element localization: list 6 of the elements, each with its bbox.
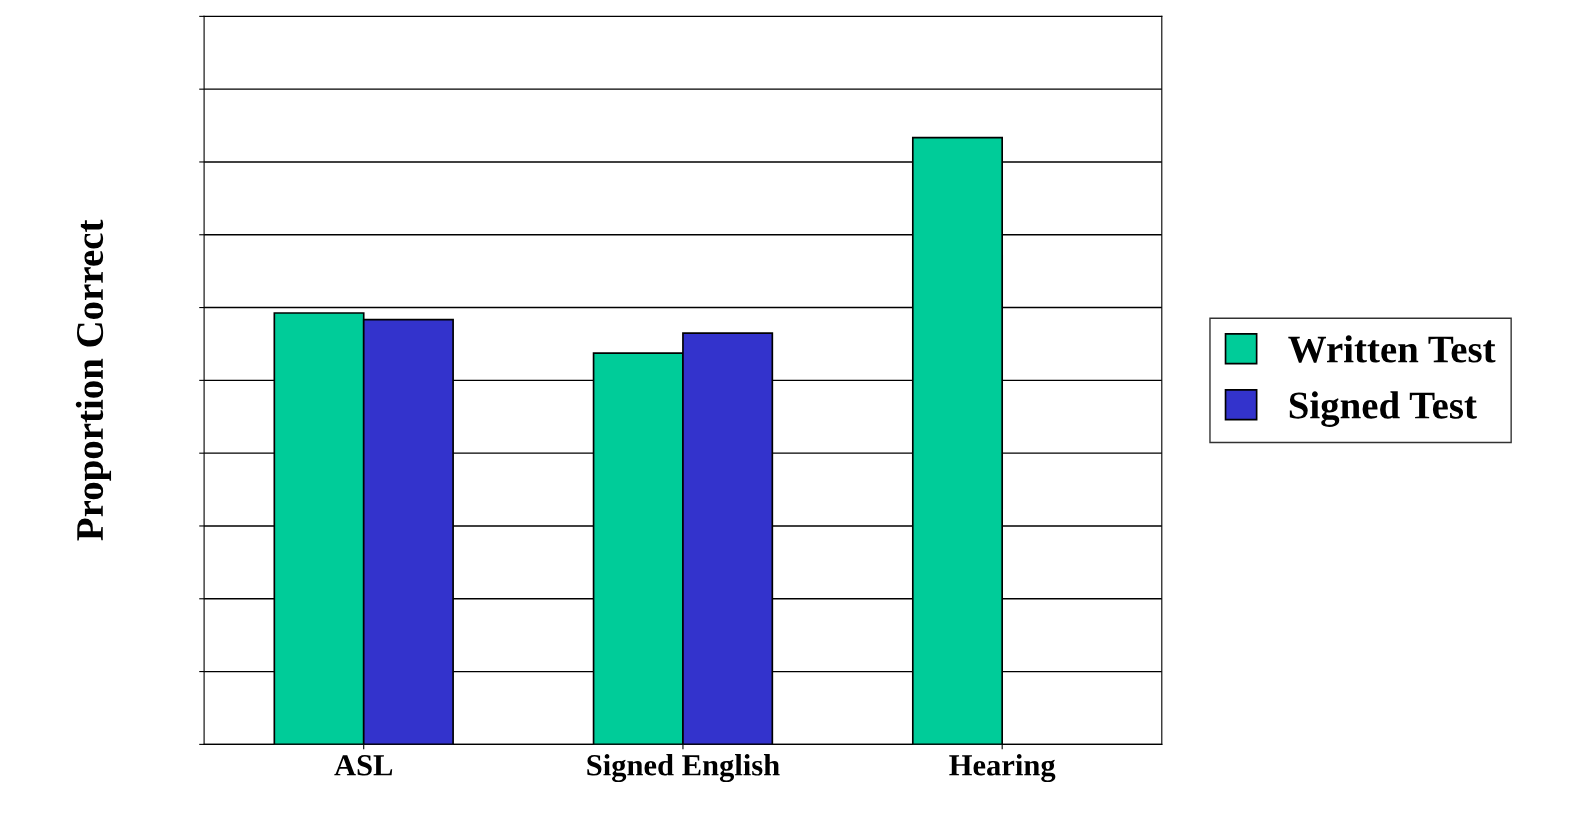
y-axis-title: Proportion Correct [75,219,112,541]
x-tick-label: Signed English [587,754,780,783]
x-tick-label: ASL [334,755,393,776]
x-tick-label: Hearing [949,754,1056,783]
legend-label: Written Test [1288,335,1496,363]
legend-label: Signed Test [1289,391,1477,427]
